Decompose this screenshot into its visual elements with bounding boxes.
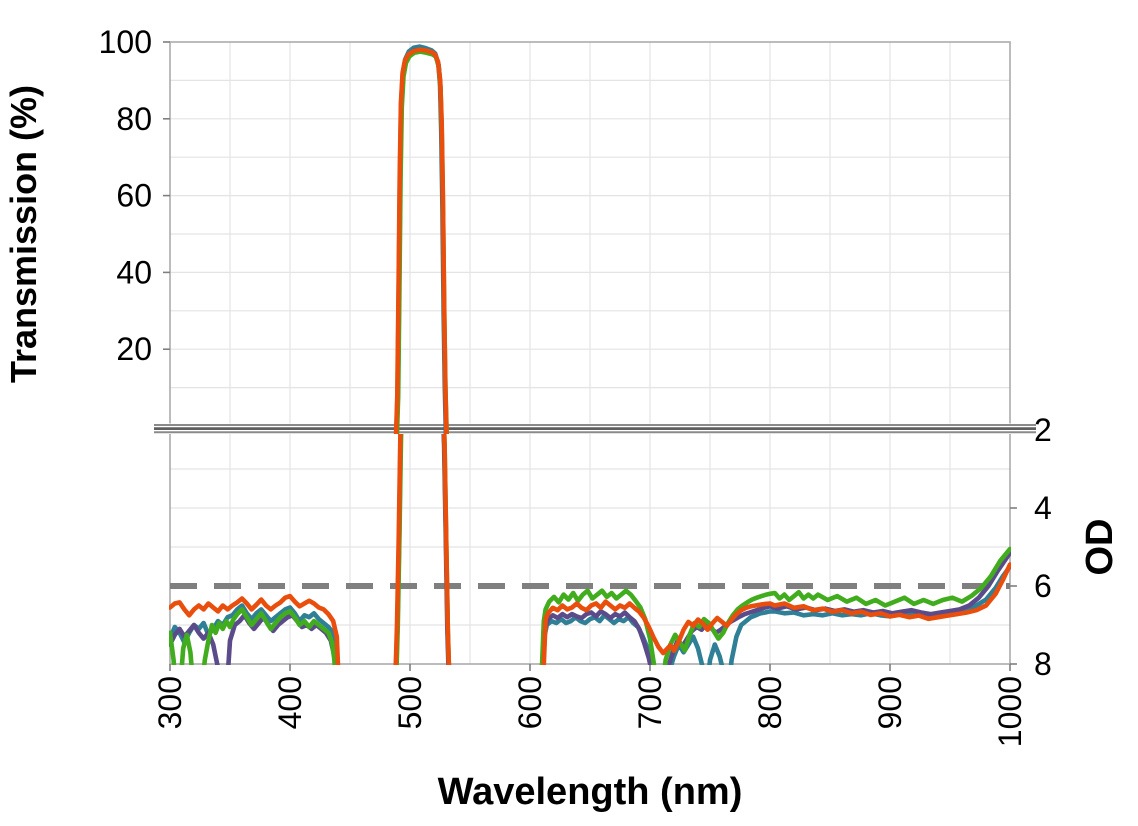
y-right-tick-label: 2 xyxy=(1034,412,1052,448)
y-right-tick-label: 6 xyxy=(1034,568,1052,604)
y-left-tick-label: 100 xyxy=(99,24,152,60)
panel-break-lines xyxy=(154,423,1036,434)
x-axis-title: Wavelength (nm) xyxy=(438,771,743,813)
trace-bottom-series-4-orange xyxy=(169,434,1011,665)
x-tick-label: 300 xyxy=(152,676,188,729)
y-left-tick-label: 20 xyxy=(116,331,152,367)
y-right-tick-label: 4 xyxy=(1034,490,1052,526)
trace-bottom-series-3-green xyxy=(169,434,1011,665)
od-traces xyxy=(169,434,1011,665)
gridlines xyxy=(170,42,1010,664)
x-tick-label: 600 xyxy=(512,676,548,729)
y-left-tick-label: 40 xyxy=(116,254,152,290)
transmission-traces xyxy=(393,44,449,434)
trace-top-series-4-orange xyxy=(393,47,449,434)
y-left-axis-title: Transmission (%) xyxy=(3,85,44,383)
x-tick-label: 400 xyxy=(272,676,308,729)
y-left-tick-label: 60 xyxy=(116,178,152,214)
x-tick-label: 500 xyxy=(392,676,428,729)
x-tick-label: 1000 xyxy=(992,676,1028,747)
axis-tick-marks xyxy=(163,41,1017,671)
y-right-tick-label: 8 xyxy=(1034,646,1052,682)
x-tick-label: 800 xyxy=(752,676,788,729)
x-tick-label: 900 xyxy=(872,676,908,729)
x-tick-label: 700 xyxy=(632,676,668,729)
y-right-axis-title: OD xyxy=(1079,519,1121,576)
axis-tick-labels: 100 80 60 40 20 2 4 6 8 300 400 500 600 700 800 900 1000 xyxy=(99,24,1052,747)
y-left-tick-label: 80 xyxy=(116,101,152,137)
